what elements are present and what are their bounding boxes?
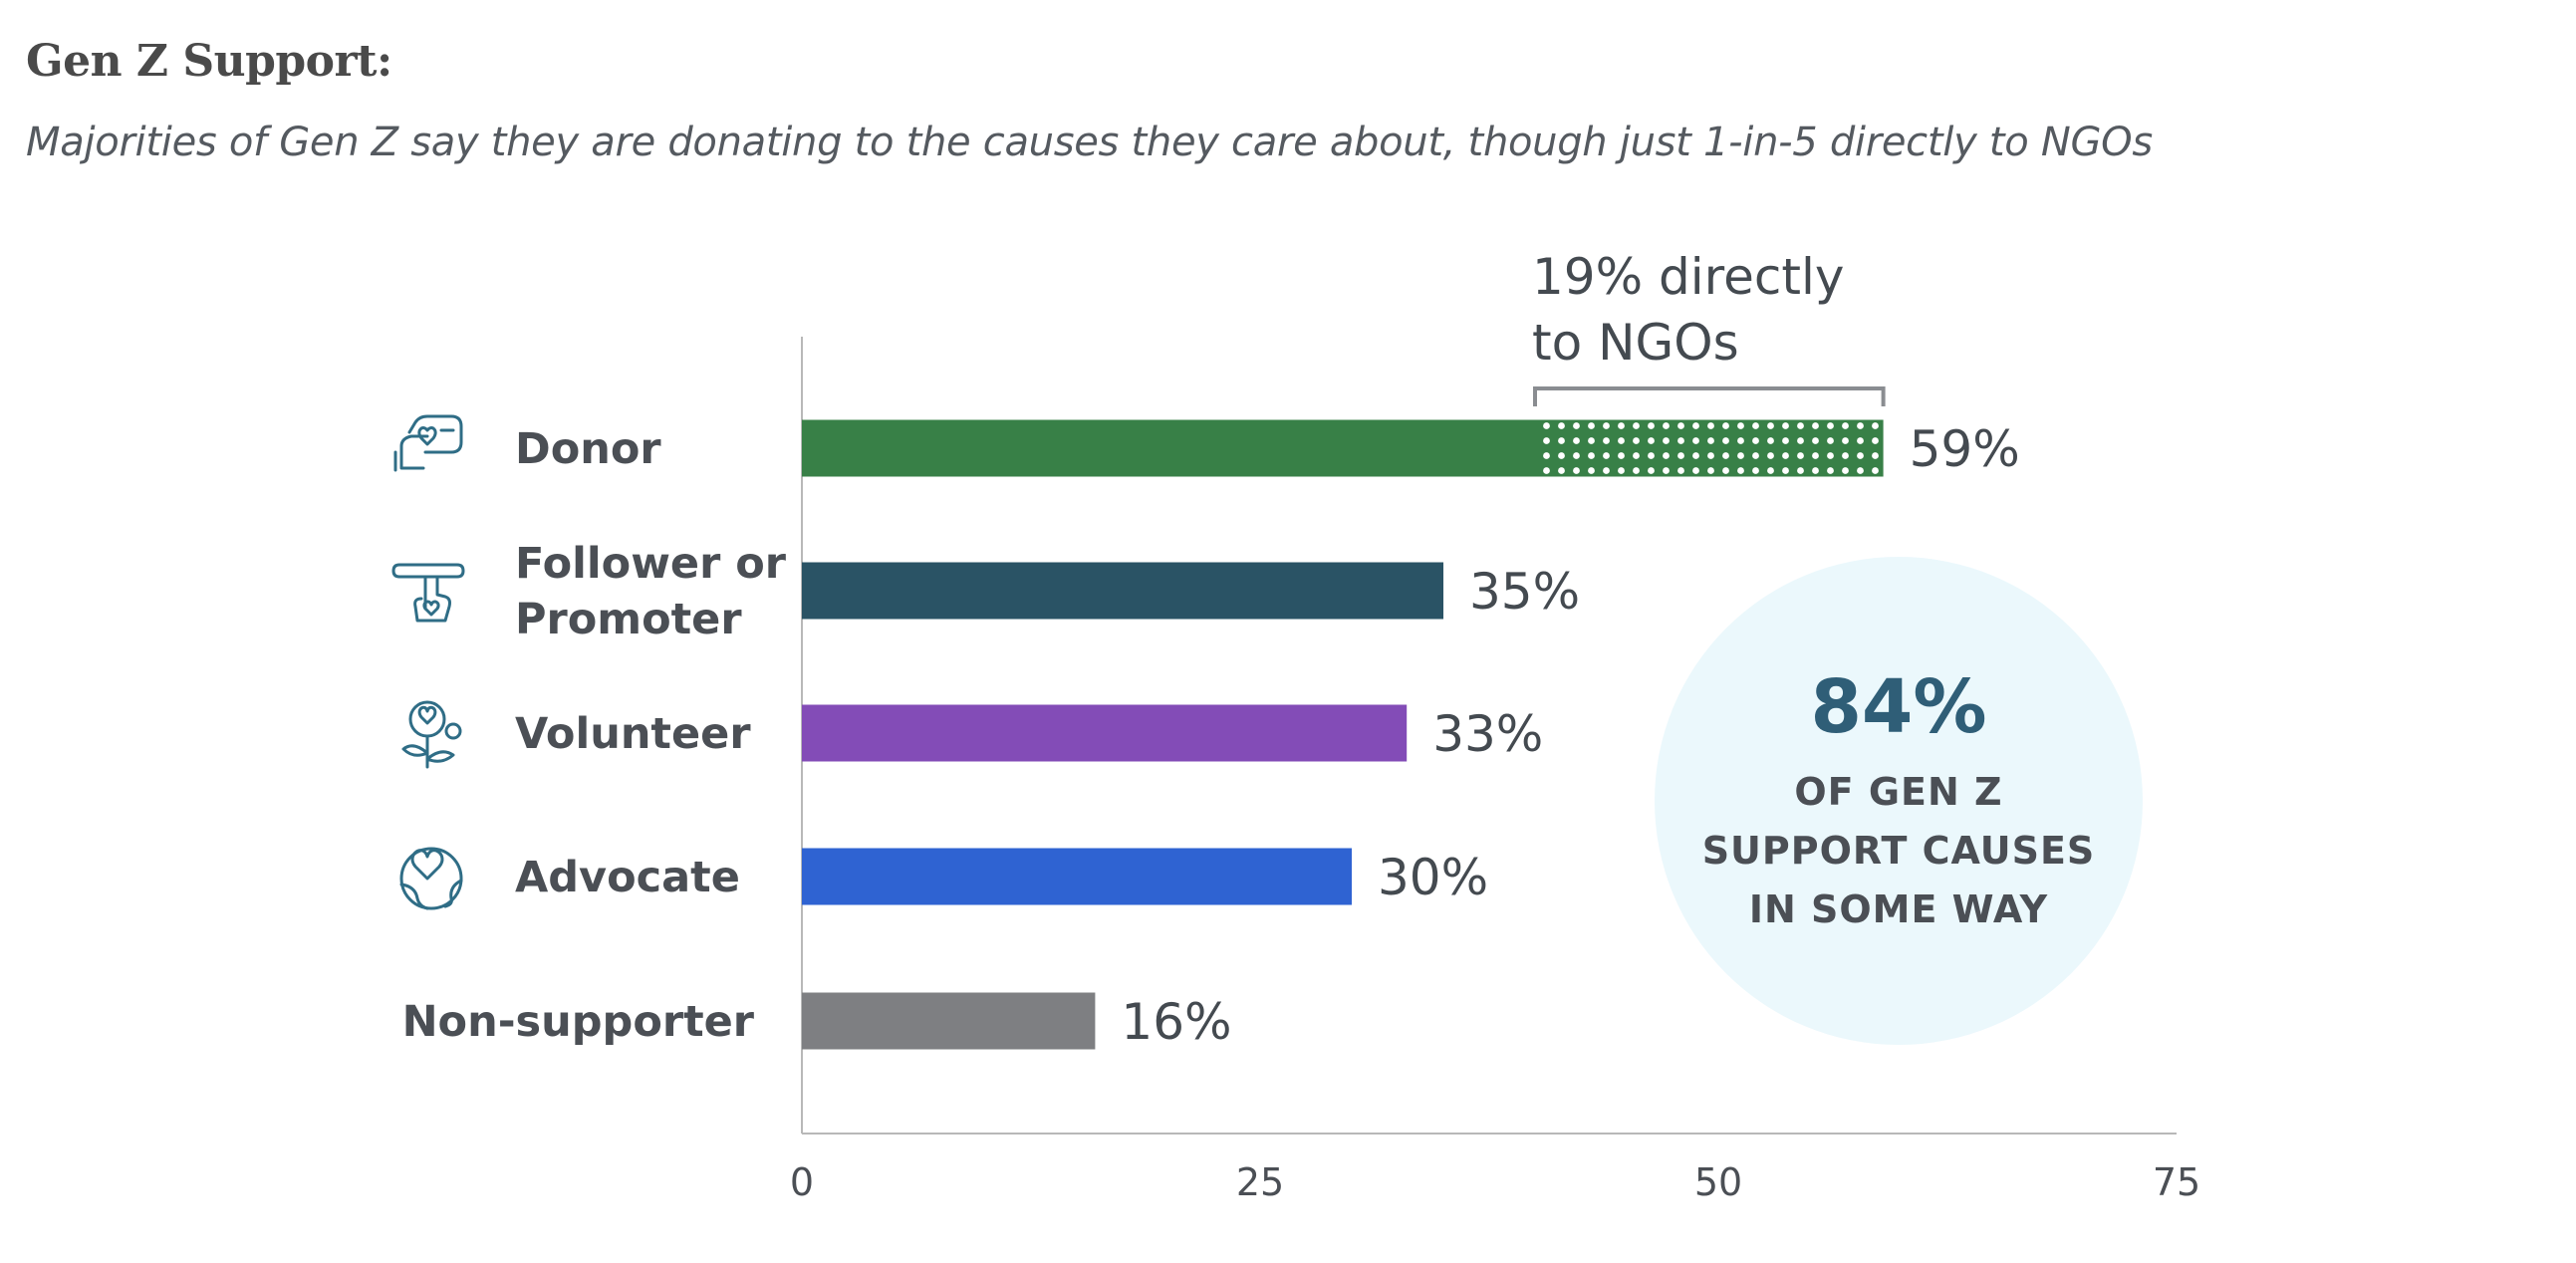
bar-segment-ngo xyxy=(1535,419,1884,477)
callout-text-line: IN SOME WAY xyxy=(1749,887,2048,931)
category-label: Non-supporter xyxy=(402,997,755,1047)
bar-value-label: 16% xyxy=(1121,993,1231,1051)
category-label: Promoter xyxy=(515,595,742,644)
flower-heart-icon xyxy=(401,700,462,769)
segment-bracket xyxy=(1533,386,1886,406)
bar-value-label: 30% xyxy=(1378,849,1488,906)
callout-text-line: SUPPORT CAUSES xyxy=(1702,829,2096,873)
category-label: Follower or xyxy=(515,539,787,589)
bar-advocate xyxy=(802,848,1352,905)
segment-label: to NGOs xyxy=(1532,314,1739,372)
x-tick-label: 50 xyxy=(1694,1160,1742,1204)
callout-big-value: 84% xyxy=(1810,664,1986,750)
bar-follower-or-promoter xyxy=(802,562,1443,620)
donation-hand-icon xyxy=(393,414,463,472)
globe-heart-icon xyxy=(399,847,463,910)
x-tick-label: 75 xyxy=(2153,1160,2200,1204)
callout-text-line: OF GEN Z xyxy=(1794,770,2002,814)
bar-value-label: 33% xyxy=(1432,705,1543,763)
category-label: Advocate xyxy=(515,853,740,902)
callout-circle xyxy=(1655,557,2143,1045)
bar-value-label: 59% xyxy=(1910,420,2020,478)
x-tick-label: 0 xyxy=(790,1160,814,1204)
bar-non-supporter xyxy=(802,992,1096,1050)
category-label: Donor xyxy=(515,424,661,474)
segment-label: 19% directly xyxy=(1532,248,1844,306)
bar-volunteer xyxy=(802,704,1408,762)
category-label: Volunteer xyxy=(515,709,751,759)
bar-value-label: 35% xyxy=(1469,563,1580,621)
chart-title: Gen Z Support: xyxy=(26,36,392,87)
x-tick-label: 25 xyxy=(1236,1160,1284,1204)
chart-subtitle: Majorities of Gen Z say they are donatin… xyxy=(26,120,2153,165)
pointing-hand-icon xyxy=(391,563,465,623)
